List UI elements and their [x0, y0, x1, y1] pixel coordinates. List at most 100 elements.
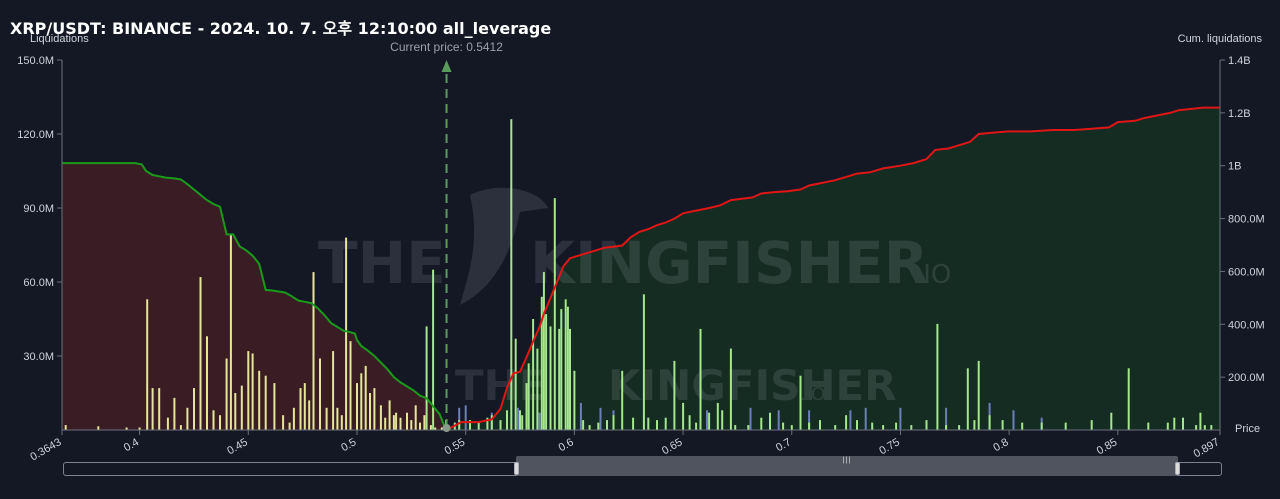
- x-tick-label: 0.8: [991, 436, 1010, 454]
- short-cumulative-area: [446, 107, 1220, 430]
- short-liquidation-bar: [1182, 417, 1184, 430]
- x-axis-label: Price: [1235, 423, 1260, 435]
- watermark: THE KINGFISHER .IO THE KINGFISHER .IO: [318, 187, 951, 410]
- long-liquidation-bar: [258, 370, 261, 430]
- long-liquidation-bar: [303, 383, 306, 430]
- short-liquidation-bar: [808, 422, 811, 430]
- long-liquidation-bar: [384, 417, 387, 430]
- small-bar: [458, 407, 461, 430]
- short-liquidation-bar: [1064, 422, 1067, 430]
- x-tick-label: 0.7: [774, 436, 793, 454]
- long-liquidation-bar: [340, 415, 343, 430]
- short-liquidation-bar: [560, 309, 563, 430]
- long-liquidation-bar: [219, 415, 221, 430]
- short-liquidation-bar: [588, 425, 591, 430]
- long-liquidation-bar: [423, 415, 426, 430]
- short-liquidation-bar: [708, 412, 711, 430]
- long-liquidation-bar: [419, 422, 421, 430]
- short-liquidation-bar: [1021, 422, 1024, 430]
- x-tick-label: 0.45: [225, 436, 250, 457]
- chart-title: XRP/USDT: BINANCE - 2024. 10. 7. 오후 12:1…: [10, 19, 552, 38]
- y2-tick-label: 800.0M: [1228, 214, 1265, 226]
- short-liquidation-bar: [566, 306, 569, 430]
- short-liquidation-bar: [856, 420, 858, 430]
- short-liquidation-bar: [716, 402, 719, 430]
- long-liquidation-bar: [434, 427, 437, 430]
- long-liquidation-bar: [379, 405, 382, 430]
- short-liquidation-bar: [1203, 425, 1206, 430]
- y-tick-label: 60.0M: [23, 277, 54, 289]
- long-liquidation-bar: [332, 351, 335, 430]
- small-bar: [464, 405, 467, 430]
- short-liquidation-bar: [558, 328, 561, 430]
- small-bar: [777, 410, 780, 430]
- small-bar: [945, 407, 948, 430]
- long-liquidation-bar: [410, 420, 413, 430]
- short-liquidation-bar: [871, 422, 874, 430]
- short-liquidation-bar: [458, 420, 461, 430]
- current-price-label: Current price: 0.5412: [390, 40, 503, 54]
- y2-tick-label: 600.0M: [1228, 266, 1265, 278]
- x-tick-label: 0.75: [877, 436, 902, 457]
- short-liquidation-bar: [490, 415, 493, 430]
- short-liquidation-bar: [1040, 422, 1043, 430]
- short-liquidation-bar: [632, 417, 635, 430]
- long-liquidation-bar: [125, 427, 128, 430]
- short-liquidation-bar: [536, 348, 539, 430]
- small-bar: [538, 412, 541, 430]
- long-liquidation-bar: [229, 235, 232, 430]
- long-liquidation-bar: [308, 400, 311, 430]
- short-liquidation-bar: [910, 425, 913, 430]
- short-liquidation-bar: [1166, 422, 1169, 430]
- short-liquidation-bar: [582, 420, 585, 430]
- long-liquidation-bar: [406, 412, 408, 430]
- svg-text:.IO: .IO: [800, 384, 825, 405]
- x-tick-label: 0.5: [339, 436, 358, 454]
- short-liquidation-bar: [1001, 420, 1004, 430]
- long-liquidation-bar: [282, 415, 285, 430]
- short-liquidation-bar: [553, 198, 556, 430]
- x-tick-label: 0.6: [557, 436, 576, 454]
- short-liquidation-bar: [673, 360, 676, 430]
- long-liquidation-bar: [336, 407, 339, 430]
- short-liquidation-bar: [656, 420, 658, 430]
- short-liquidation-bar: [532, 319, 535, 430]
- small-bar: [899, 407, 902, 430]
- short-liquidation-bar: [542, 272, 545, 430]
- long-liquidation-bar: [288, 422, 291, 430]
- short-liquidation-bar: [510, 119, 513, 430]
- short-liquidation-bar: [1090, 420, 1093, 430]
- x-tick-label: 0.85: [1095, 436, 1120, 457]
- short-liquidation-bar: [545, 314, 548, 430]
- short-liquidation-bar: [432, 269, 435, 430]
- x-tick-label: 0.3643: [28, 436, 63, 463]
- y-tick-label: 30.0M: [23, 351, 54, 363]
- x-tick-label: 0.55: [443, 436, 468, 457]
- short-liquidation-bar: [477, 422, 480, 430]
- long-liquidation-bar: [392, 415, 395, 430]
- range-handle-left[interactable]: [514, 462, 519, 475]
- long-liquidation-bar: [299, 388, 302, 430]
- short-liquidation-bar: [486, 417, 489, 430]
- short-liquidation-bar: [664, 417, 667, 430]
- long-liquidation-bar: [199, 277, 202, 430]
- long-liquidation-bar: [364, 365, 367, 430]
- short-liquidation-bar: [936, 323, 939, 430]
- small-bar: [849, 410, 852, 430]
- y-tick-label: 120.0M: [17, 129, 54, 141]
- short-liquidation-bar: [1210, 425, 1213, 430]
- range-handle-right[interactable]: [1175, 462, 1180, 475]
- long-liquidation-bar: [179, 425, 182, 430]
- short-liquidation-bar: [521, 415, 524, 430]
- y2-tick-label: 400.0M: [1228, 319, 1265, 331]
- range-scrollbar-thumb[interactable]: |||: [516, 456, 1178, 476]
- long-liquidation-bar: [158, 388, 161, 430]
- long-liquidation-bar: [292, 407, 295, 430]
- short-liquidation-bar: [425, 326, 428, 430]
- short-liquidation-bar: [845, 415, 848, 430]
- long-liquidation-bar: [234, 393, 237, 430]
- short-cumulative-line: [446, 106, 1220, 431]
- long-liquidation-bar: [151, 388, 154, 430]
- short-liquidation-bar: [1199, 412, 1202, 430]
